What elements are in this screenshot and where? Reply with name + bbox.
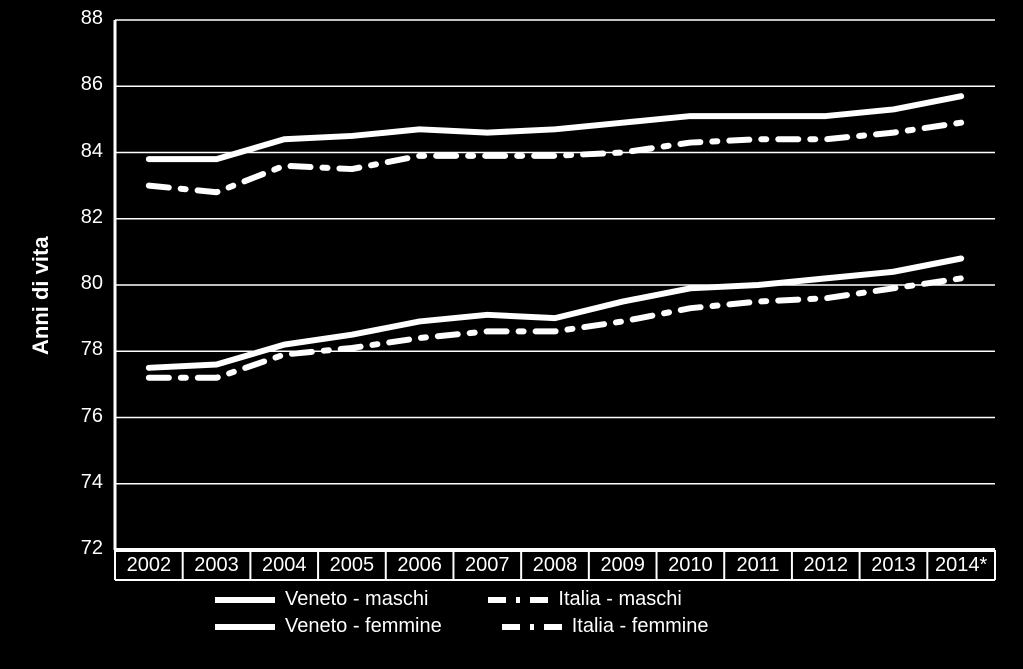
y-tick-label: 86 <box>81 73 103 96</box>
x-tick-label: 2003 <box>187 554 247 577</box>
y-tick-label: 84 <box>81 140 103 163</box>
x-tick-label: 2009 <box>593 554 653 577</box>
x-tick-label: 2011 <box>728 554 788 577</box>
x-tick-label: 2002 <box>119 554 179 577</box>
x-tick-label: 2010 <box>661 554 721 577</box>
legend-swatch <box>488 590 548 610</box>
y-tick-label: 78 <box>81 338 103 361</box>
x-tick-label: 2014* <box>931 554 991 577</box>
legend-swatch <box>215 590 275 610</box>
y-tick-label: 74 <box>81 471 103 494</box>
x-tick-label: 2005 <box>322 554 382 577</box>
legend-label: Veneto - maschi <box>285 588 428 611</box>
y-tick-label: 80 <box>81 272 103 295</box>
legend-swatch <box>215 617 275 637</box>
legend: Veneto - maschi Italia - maschi Veneto -… <box>215 588 708 638</box>
y-tick-label: 72 <box>81 537 103 560</box>
x-tick-label: 2012 <box>796 554 856 577</box>
legend-item-veneto-maschi: Veneto - maschi <box>215 588 428 611</box>
x-tick-label: 2006 <box>390 554 450 577</box>
y-tick-label: 88 <box>81 7 103 30</box>
x-tick-label: 2004 <box>254 554 314 577</box>
legend-swatch <box>502 617 562 637</box>
legend-label: Veneto - femmine <box>285 615 442 638</box>
legend-label: Italia - femmine <box>572 615 709 638</box>
life-expectancy-chart: Anni di vita 72 74 76 78 80 82 84 86 88 2002 2003… <box>0 0 1023 669</box>
y-axis-title: Anni di vita <box>28 236 54 355</box>
x-tick-label: 2008 <box>525 554 585 577</box>
legend-item-italia-maschi: Italia - maschi <box>488 588 681 611</box>
x-tick-label: 2007 <box>457 554 517 577</box>
legend-item-italia-femmine: Italia - femmine <box>502 615 709 638</box>
legend-label: Italia - maschi <box>558 588 681 611</box>
y-tick-label: 76 <box>81 405 103 428</box>
x-tick-label: 2013 <box>864 554 924 577</box>
legend-item-veneto-femmine: Veneto - femmine <box>215 615 442 638</box>
y-tick-label: 82 <box>81 206 103 229</box>
